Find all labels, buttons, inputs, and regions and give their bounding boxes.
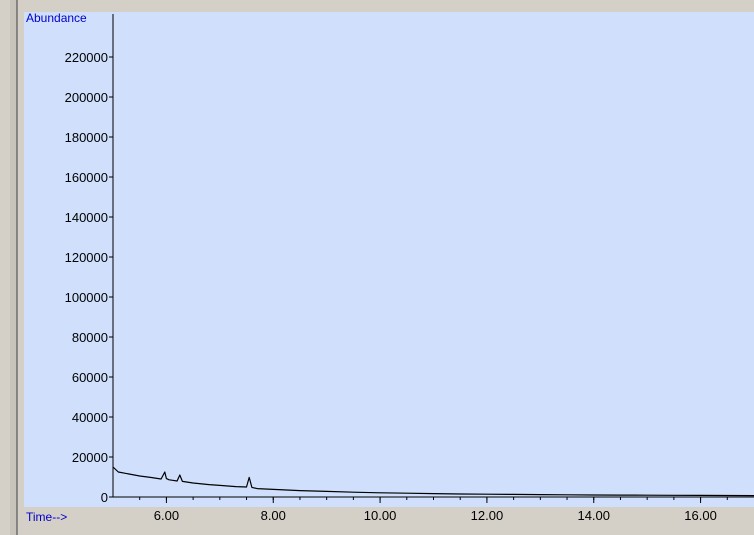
x-axis-title: Time--> xyxy=(26,510,67,524)
series-layer xyxy=(112,466,754,497)
x-tick-label: 10.00 xyxy=(364,508,397,523)
y-tick-label: 40000 xyxy=(72,410,108,425)
y-tick-label: 60000 xyxy=(72,370,108,385)
y-tick-label: 200000 xyxy=(65,90,108,105)
y-tick-label: 80000 xyxy=(72,330,108,345)
tick-layer: 0 20000 40000 60000 80000 100000 120000 140000 1… xyxy=(65,50,728,523)
left-panel-splitter[interactable] xyxy=(10,0,17,535)
y-tick-label: 180000 xyxy=(65,130,108,145)
plot-background xyxy=(24,12,754,507)
x-tick-label: 14.00 xyxy=(577,508,610,523)
y-tick-label: 140000 xyxy=(65,210,108,225)
x-tick-label: 6.00 xyxy=(154,508,179,523)
x-tick-label: 16.00 xyxy=(684,508,717,523)
y-tick-label: 100000 xyxy=(65,290,108,305)
y-axis-title: Abundance xyxy=(26,11,87,25)
x-tick-label: 8.00 xyxy=(261,508,286,523)
x-tick-label: 12.00 xyxy=(471,508,504,523)
y-tick-label: 0 xyxy=(101,490,108,505)
y-tick-label: 220000 xyxy=(65,50,108,65)
chromatogram-trace xyxy=(112,466,754,497)
y-tick-label: 120000 xyxy=(65,250,108,265)
y-tick-label: 20000 xyxy=(72,450,108,465)
y-tick-label: 160000 xyxy=(65,170,108,185)
